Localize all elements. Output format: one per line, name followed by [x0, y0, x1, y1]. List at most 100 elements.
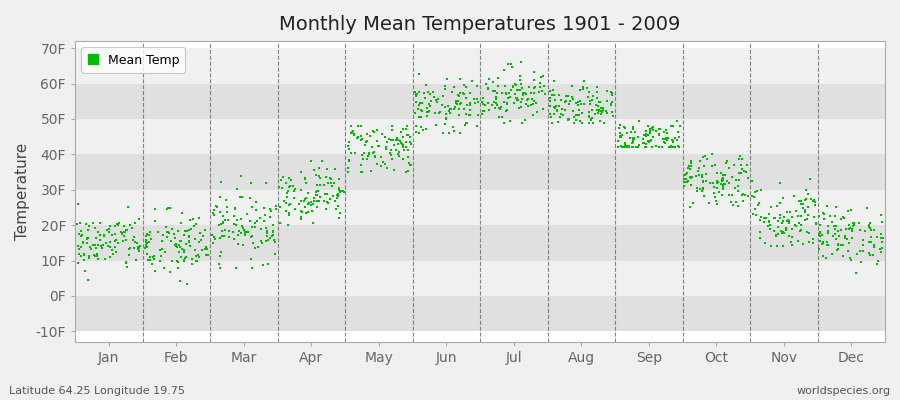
Point	[565, 96, 580, 102]
Point	[466, 96, 481, 102]
Point	[258, 225, 273, 232]
Point	[732, 176, 746, 183]
Point	[776, 228, 790, 235]
Point	[317, 182, 331, 188]
Point	[778, 230, 792, 236]
Point	[236, 224, 250, 231]
Point	[218, 227, 232, 233]
Point	[175, 246, 189, 252]
Point	[212, 222, 226, 228]
Point	[757, 219, 771, 225]
Point	[312, 172, 327, 179]
Point	[277, 198, 292, 205]
Point	[104, 222, 118, 229]
Point	[614, 142, 628, 149]
Point	[102, 229, 116, 235]
Point	[216, 212, 230, 219]
Point	[566, 107, 580, 114]
Point	[294, 208, 309, 215]
Point	[728, 185, 742, 191]
Point	[663, 144, 678, 150]
Point	[562, 98, 577, 104]
Point	[826, 233, 841, 239]
Point	[613, 134, 627, 140]
Point	[808, 220, 823, 226]
Point	[624, 129, 638, 135]
Point	[193, 239, 207, 246]
Point	[586, 92, 600, 99]
Point	[421, 101, 436, 107]
Point	[688, 173, 703, 179]
Point	[312, 194, 327, 200]
Point	[119, 227, 133, 234]
Point	[201, 252, 215, 258]
Point	[716, 176, 731, 183]
Point	[576, 101, 590, 107]
Point	[143, 257, 157, 263]
Point	[440, 76, 454, 82]
Point	[626, 126, 641, 132]
Point	[734, 166, 749, 172]
Point	[184, 226, 198, 232]
Point	[705, 151, 719, 157]
Point	[360, 138, 374, 144]
Point	[412, 102, 427, 108]
Point	[207, 234, 221, 240]
Point	[499, 90, 513, 96]
Point	[88, 242, 103, 248]
Point	[490, 102, 504, 108]
Point	[619, 130, 634, 136]
Point	[641, 122, 655, 129]
Point	[528, 100, 543, 107]
Point	[788, 222, 803, 228]
Point	[261, 237, 275, 243]
Point	[259, 238, 274, 244]
Point	[74, 233, 88, 239]
Point	[345, 129, 359, 136]
Point	[659, 126, 673, 133]
Point	[850, 251, 865, 257]
Point	[856, 237, 870, 244]
Point	[604, 102, 618, 108]
Point	[849, 270, 863, 276]
Point	[393, 138, 408, 144]
Point	[590, 95, 604, 102]
Point	[680, 178, 695, 184]
Point	[69, 221, 84, 228]
Point	[409, 92, 423, 98]
Point	[448, 98, 463, 104]
Point	[249, 199, 264, 205]
Point	[592, 99, 607, 105]
Point	[73, 220, 87, 227]
Point	[294, 216, 309, 222]
Point	[363, 133, 377, 139]
Point	[700, 156, 715, 162]
Point	[562, 100, 577, 107]
Point	[773, 212, 788, 218]
Point	[292, 201, 306, 208]
Point	[518, 116, 532, 123]
Point	[852, 220, 867, 226]
Point	[821, 230, 835, 236]
Point	[272, 184, 286, 190]
Point	[179, 228, 194, 234]
Point	[443, 110, 457, 116]
Point	[298, 175, 312, 182]
Point	[320, 199, 334, 205]
Point	[798, 217, 813, 224]
Point	[76, 240, 90, 246]
Point	[555, 112, 570, 118]
Point	[267, 250, 282, 257]
Y-axis label: Temperature: Temperature	[15, 143, 30, 240]
Point	[582, 113, 597, 119]
Point	[491, 74, 505, 81]
Point	[512, 87, 526, 93]
Point	[194, 237, 208, 243]
Point	[659, 134, 673, 141]
Point	[500, 106, 514, 113]
Point	[501, 90, 516, 97]
Point	[177, 232, 192, 238]
Point	[213, 235, 228, 241]
Point	[867, 242, 881, 249]
Point	[508, 81, 522, 88]
